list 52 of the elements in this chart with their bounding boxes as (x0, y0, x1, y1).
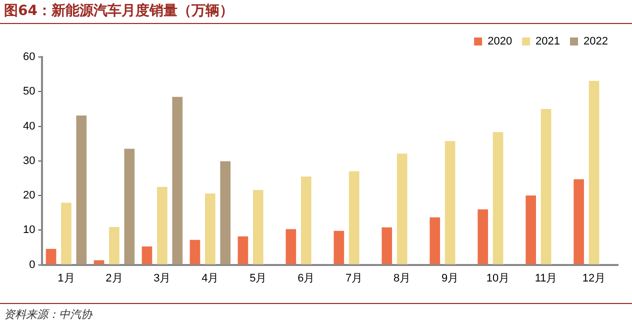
bar (157, 186, 168, 264)
bar (540, 108, 552, 264)
x-tick-label: 3月 (154, 272, 171, 284)
legend-label: 2021 (536, 36, 560, 48)
bar (109, 227, 120, 264)
bar (252, 190, 264, 264)
y-tick-label: 40 (22, 120, 36, 132)
x-tick-label: 10月 (486, 272, 510, 284)
bar (205, 193, 216, 264)
bar (478, 209, 488, 264)
x-tick-label: 9月 (442, 272, 459, 284)
x-tick-label: 12月 (582, 272, 606, 284)
y-tick-label: 60 (22, 51, 36, 64)
x-tick-label: 8月 (394, 272, 411, 284)
x-tick-label: 4月 (202, 272, 219, 284)
bar (574, 179, 584, 264)
bar (76, 116, 87, 264)
bar (492, 132, 504, 264)
y-tick-label: 20 (22, 190, 36, 202)
bar (444, 141, 456, 264)
x-tick-label: 6月 (298, 272, 315, 284)
y-tick-label: 0 (29, 258, 36, 271)
bar (286, 229, 296, 264)
bar (220, 161, 231, 264)
bar (46, 248, 56, 264)
bar (124, 148, 135, 264)
bar (334, 230, 344, 264)
bar (172, 96, 183, 264)
legend-label: 2022 (584, 36, 608, 48)
bar (238, 236, 248, 264)
bar (61, 202, 72, 264)
chart-title: 图64：新能源汽车月度销量（万辆） (4, 2, 234, 20)
bar (300, 176, 312, 264)
bar (430, 217, 440, 264)
bar (348, 171, 360, 264)
text: 资料来源：中汽协 (4, 307, 92, 322)
bar (190, 240, 200, 264)
y-tick-label: 30 (22, 154, 36, 167)
bar (382, 227, 392, 264)
legend-label: 2020 (488, 36, 512, 48)
x-tick-label: 1月 (58, 272, 75, 284)
y-tick-label: 10 (22, 224, 36, 236)
x-tick-label: 5月 (250, 272, 267, 284)
bar (396, 154, 408, 264)
x-tick-label: 2月 (106, 272, 123, 284)
y-tick-label: 50 (22, 86, 36, 98)
bar (94, 260, 104, 264)
bar (526, 196, 536, 264)
x-tick-label: 11月 (534, 272, 558, 284)
x-tick-label: 7月 (346, 272, 363, 284)
bar (142, 246, 152, 264)
bar (588, 80, 600, 264)
